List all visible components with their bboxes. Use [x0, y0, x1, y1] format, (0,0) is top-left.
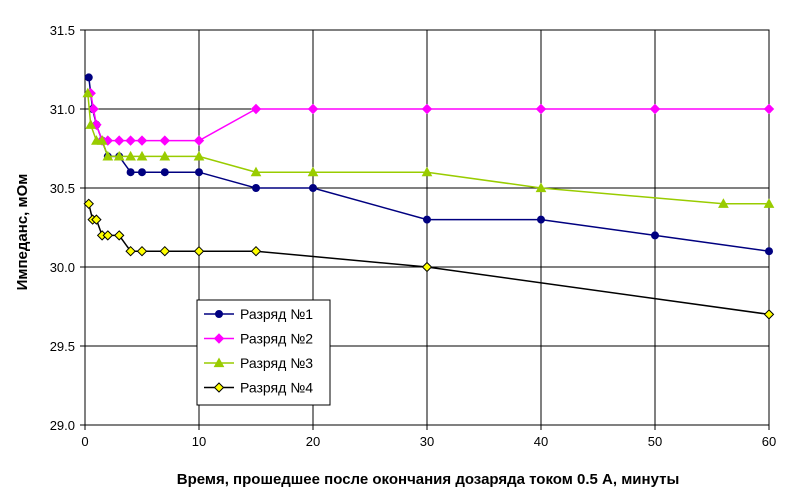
series-4-point	[421, 261, 433, 273]
x-tick-label: 40	[534, 434, 548, 449]
series-2-point	[113, 135, 125, 146]
legend-swatch-marker	[213, 382, 225, 393]
series-1-point	[423, 215, 431, 224]
y-tick-label: 31.5	[50, 23, 75, 38]
y-tick-label: 29.5	[50, 339, 75, 354]
y-tick-label: 30.5	[50, 181, 75, 196]
legend-item: Разряд №4	[204, 380, 313, 396]
x-axis-ticks: 0 10 20 30 40 50 60	[81, 425, 776, 449]
series-1-point	[537, 215, 545, 224]
series-2-point	[535, 103, 547, 115]
series-3-point	[96, 135, 108, 145]
series-4-point	[193, 245, 205, 257]
series-3-point	[125, 150, 136, 161]
series-2-line	[89, 93, 769, 142]
x-tick-label: 0	[81, 434, 88, 449]
series-3-point	[102, 150, 114, 161]
series-3-point	[113, 150, 125, 161]
y-axis-ticks: 29.0 29.5 30.0 30.5 31.0 31.5	[50, 23, 85, 433]
x-tick-label: 20	[306, 434, 320, 449]
series-3-point	[85, 119, 97, 129]
y-axis-title: Импеданс, мОм	[14, 174, 31, 291]
series-2-point	[421, 103, 433, 115]
legend: Разряд №1 Разряд №2 Разряд №3 Разряд №4	[196, 299, 331, 406]
legend-label: Разряд №4	[240, 380, 313, 396]
series-4-point	[91, 214, 102, 225]
legend-item: Разряд №3	[204, 355, 313, 371]
series-2-point	[125, 135, 136, 146]
series-2-point	[159, 135, 171, 146]
series-4-point	[102, 230, 114, 241]
series-3-point	[421, 166, 433, 177]
series-2-point	[250, 103, 262, 115]
series-3-point	[136, 150, 148, 161]
x-axis-title: Время, прошедшее после окончания дозаряд…	[177, 471, 680, 488]
series-4-point	[763, 309, 775, 320]
series-3-point	[250, 166, 262, 177]
series-3	[82, 87, 775, 208]
y-tick-label: 31.0	[50, 102, 75, 117]
series-1-point	[138, 168, 146, 177]
x-tick-label: 10	[192, 434, 206, 449]
series-3-point	[763, 198, 775, 208]
series-4-point	[113, 230, 125, 241]
legend-swatch-marker	[215, 310, 223, 318]
series-4-point	[250, 245, 262, 257]
series-2-point	[88, 103, 99, 115]
legend-item: Разряд №2	[204, 331, 313, 347]
series-1-point	[126, 168, 135, 177]
series-2-point	[193, 135, 205, 146]
x-tick-label: 50	[648, 434, 662, 449]
series-1-point	[195, 168, 203, 177]
series-1-point	[252, 184, 260, 192]
legend-swatch-marker	[213, 357, 225, 368]
legend-item: Разряд №1	[204, 306, 313, 322]
legend-label: Разряд №3	[240, 355, 313, 371]
series-1-point	[160, 168, 169, 177]
series-3-point	[535, 182, 547, 193]
series-4-point	[83, 198, 94, 210]
legend-label: Разряд №1	[240, 306, 313, 322]
series-1-point	[309, 184, 317, 192]
series-4	[83, 198, 775, 320]
y-tick-label: 30.0	[50, 260, 75, 275]
series-2-point	[649, 103, 661, 115]
series-3-point	[718, 198, 729, 208]
series-3-point	[193, 150, 205, 161]
series-2-point	[136, 135, 148, 146]
series-4-point	[159, 245, 171, 257]
series-layer	[82, 73, 775, 320]
x-tick-label: 60	[762, 434, 776, 449]
legend-swatch-marker	[213, 333, 225, 344]
series-3-point	[159, 150, 171, 161]
series-3-point	[307, 166, 319, 177]
series-1-point	[84, 73, 93, 82]
series-2-point	[763, 103, 775, 115]
y-tick-label: 29.0	[50, 418, 75, 433]
x-tick-label: 30	[420, 434, 434, 449]
series-1-point	[765, 247, 773, 256]
series-4-point	[136, 245, 148, 257]
series-2-point	[307, 103, 319, 115]
series-4-point	[125, 245, 136, 257]
legend-label: Разряд №2	[240, 331, 313, 347]
series-1-point	[651, 231, 659, 240]
series-3-point	[82, 87, 94, 98]
